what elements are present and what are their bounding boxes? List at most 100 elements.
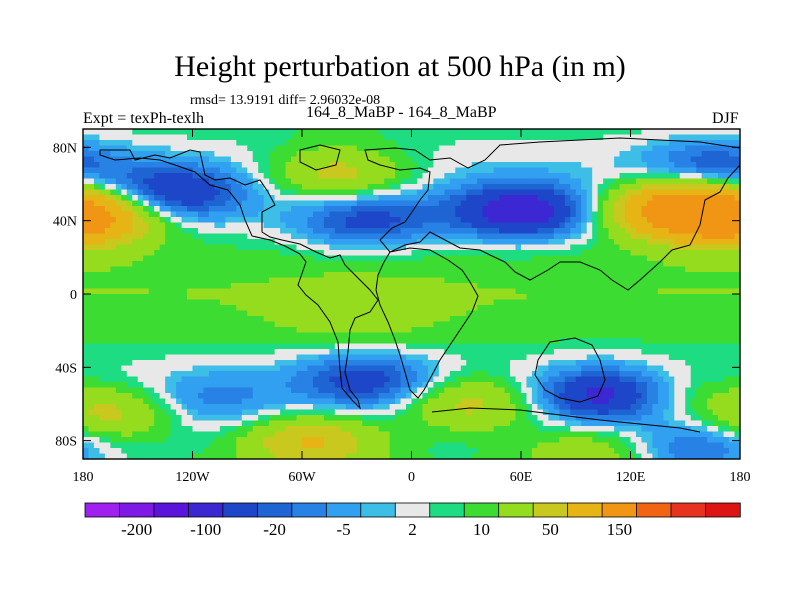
field-cell <box>690 310 697 317</box>
field-cell <box>499 321 506 328</box>
field-cell <box>247 343 254 350</box>
field-cell <box>296 200 303 207</box>
field-cell <box>247 277 254 284</box>
field-cell <box>115 277 122 284</box>
field-cell <box>493 299 500 306</box>
field-cell <box>685 189 692 196</box>
field-cell <box>646 233 653 240</box>
field-cell <box>537 195 544 202</box>
field-cell <box>646 206 653 213</box>
field-cell <box>548 266 555 273</box>
field-cell <box>110 321 117 328</box>
field-cell <box>176 156 183 163</box>
field-cell <box>411 299 418 306</box>
field-cell <box>203 310 210 317</box>
field-cell <box>247 272 254 279</box>
field-cell <box>614 288 621 295</box>
field-cell <box>586 305 593 312</box>
field-cell <box>159 189 166 196</box>
field-cell <box>115 162 122 169</box>
field-cell <box>504 167 511 174</box>
field-cell <box>696 244 703 251</box>
field-cell <box>460 283 467 290</box>
field-cell <box>159 299 166 306</box>
field-cell <box>406 189 413 196</box>
field-cell <box>208 239 215 246</box>
field-cell <box>225 343 232 350</box>
field-cell <box>592 200 599 207</box>
field-cell <box>395 250 402 257</box>
field-cell <box>236 233 243 240</box>
field-cell <box>411 217 418 224</box>
field-cell <box>154 162 161 169</box>
field-cell <box>340 217 347 224</box>
field-cell <box>482 195 489 202</box>
field-cell <box>455 228 462 235</box>
field-cell <box>679 294 686 301</box>
field-cell <box>674 228 681 235</box>
field-cell <box>564 244 571 251</box>
field-cell <box>537 178 544 185</box>
field-cell <box>351 255 358 262</box>
field-cell <box>345 129 352 136</box>
field-cell <box>657 211 664 218</box>
field-cell <box>416 134 424 141</box>
field-cell <box>614 299 621 306</box>
field-cell <box>701 173 708 180</box>
field-cell <box>460 266 467 273</box>
field-cell <box>110 178 117 185</box>
field-cell <box>378 272 385 279</box>
field-cell <box>499 217 506 224</box>
field-cell <box>132 354 139 361</box>
field-cell <box>444 261 451 268</box>
field-cell <box>581 316 588 323</box>
field-cell <box>197 217 205 224</box>
field-cell <box>88 233 95 240</box>
field-cell <box>553 162 560 169</box>
field-cell <box>614 233 621 240</box>
field-cell <box>258 189 265 196</box>
field-cell <box>126 255 133 262</box>
field-cell <box>143 222 150 229</box>
field-cell <box>99 321 106 328</box>
field-cell <box>148 266 155 273</box>
field-cell <box>159 349 166 356</box>
field-cell <box>674 140 681 147</box>
field-cell <box>285 316 292 323</box>
field-cell <box>510 184 517 191</box>
field-cell <box>466 266 473 273</box>
field-cell <box>646 327 653 334</box>
field-cell <box>646 288 653 295</box>
field-cell <box>329 321 336 328</box>
field-cell <box>630 206 637 213</box>
field-cell <box>510 294 517 301</box>
field-cell <box>274 173 281 180</box>
field-cell <box>641 211 648 218</box>
field-cell <box>553 228 560 235</box>
field-cell <box>176 167 183 174</box>
field-cell <box>444 162 451 169</box>
field-cell <box>526 145 533 152</box>
field-cell <box>553 233 560 240</box>
field-cell <box>652 167 659 174</box>
field-cell <box>263 266 270 273</box>
field-cell <box>269 316 276 323</box>
field-cell <box>104 140 111 147</box>
field-cell <box>674 288 681 295</box>
field-cell <box>510 255 517 262</box>
field-cell <box>296 283 303 290</box>
field-cell <box>411 294 418 301</box>
field-cell <box>581 327 588 334</box>
field-cell <box>214 178 221 185</box>
field-cell <box>148 310 155 317</box>
field-cell <box>263 239 270 246</box>
field-cell <box>115 200 122 207</box>
field-cell <box>734 239 740 246</box>
field-cell <box>378 217 385 224</box>
field-cell <box>181 250 188 257</box>
field-cell <box>132 228 139 235</box>
field-cell <box>115 244 122 251</box>
field-cell <box>269 145 276 152</box>
field-cell <box>219 349 226 356</box>
field-cell <box>137 134 144 141</box>
